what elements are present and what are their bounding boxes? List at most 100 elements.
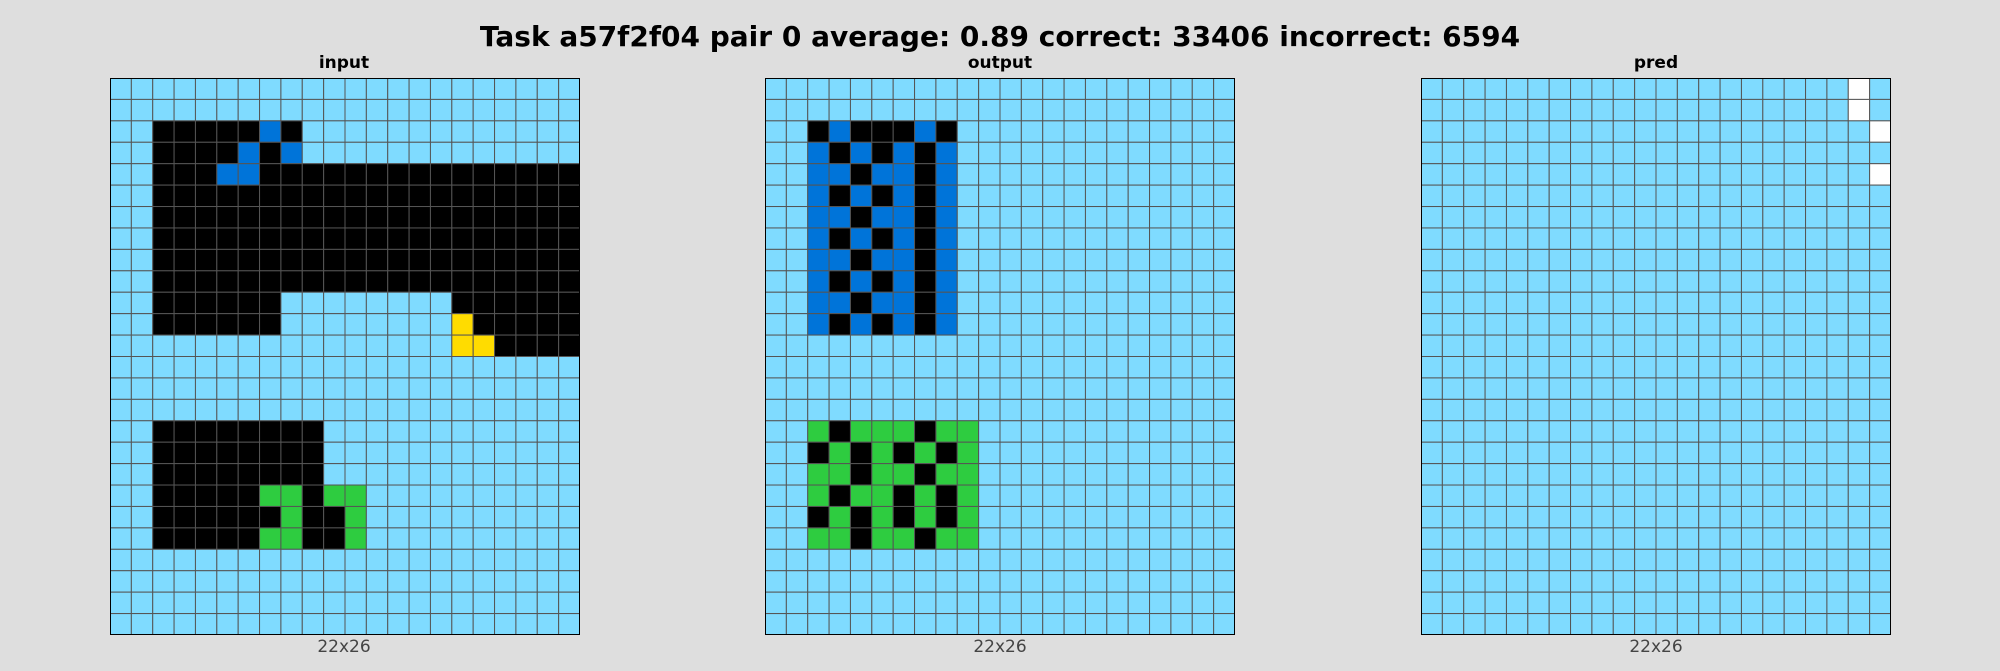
grid-cell — [999, 270, 1022, 293]
grid-cell — [1170, 227, 1193, 250]
grid-cell — [1570, 356, 1593, 379]
grid-cell — [387, 570, 410, 593]
grid-cell — [408, 270, 431, 293]
grid-cell — [280, 141, 303, 165]
grid-cell — [1869, 206, 1891, 229]
grid-cell — [408, 248, 431, 272]
grid-cell — [1719, 78, 1742, 100]
grid-cell — [1634, 356, 1657, 379]
grid-cell — [280, 548, 303, 572]
grid-cell — [1783, 591, 1807, 615]
grid-cell — [536, 398, 560, 422]
grid-cell — [110, 591, 132, 615]
grid-cell — [1676, 484, 1700, 507]
grid-cell — [558, 184, 580, 208]
grid-cell — [259, 184, 282, 208]
grid-cell — [1655, 527, 1678, 550]
grid-cell — [1020, 313, 1044, 336]
grid-cell — [1527, 184, 1550, 208]
grid-cell — [110, 505, 132, 529]
grid-cell — [1719, 484, 1742, 507]
grid-cell — [1191, 398, 1215, 422]
grid-cell — [1548, 206, 1572, 229]
grid-cell — [110, 248, 132, 272]
grid-cell — [1783, 270, 1807, 293]
grid-cell — [365, 184, 389, 208]
grid-cell — [1762, 463, 1785, 486]
grid-cell — [344, 120, 367, 143]
grid-cell — [1740, 227, 1764, 250]
grid-cell — [1421, 334, 1443, 357]
grid-cell — [1042, 291, 1065, 315]
grid-cell — [1106, 313, 1129, 336]
grid-cell — [1463, 120, 1486, 143]
grid-cell — [472, 356, 496, 379]
grid-cell — [892, 377, 916, 400]
grid-cell — [216, 291, 239, 315]
grid-cell — [494, 227, 517, 250]
grid-cell — [408, 398, 431, 422]
grid-cell — [1042, 141, 1065, 165]
grid-cell — [956, 441, 980, 465]
grid-cell — [1655, 613, 1678, 635]
grid-cell — [765, 334, 787, 357]
grid-cell — [536, 313, 560, 336]
grid-cell — [1591, 505, 1614, 529]
grid-cell — [1170, 98, 1193, 122]
grid-cell — [1719, 206, 1742, 229]
grid-cell — [871, 141, 894, 165]
grid-cell — [1441, 420, 1465, 443]
grid-cell — [494, 313, 517, 336]
grid-cell — [323, 270, 346, 293]
grid-cell — [1783, 441, 1807, 465]
grid-cell — [1783, 484, 1807, 507]
grid-cell — [1570, 420, 1593, 443]
grid-cell — [1612, 484, 1636, 507]
grid-cell — [1762, 184, 1785, 208]
grid-cell — [807, 441, 830, 465]
grid-cell — [1020, 420, 1044, 443]
grid-cell — [1484, 441, 1507, 465]
grid-cell — [515, 291, 538, 315]
grid-cell — [558, 398, 580, 422]
grid-cell — [1020, 141, 1044, 165]
grid-cell — [1020, 98, 1044, 122]
grid-cell — [323, 163, 346, 186]
grid-cell — [194, 248, 218, 272]
grid-cell — [1634, 548, 1657, 572]
grid-cell — [1655, 291, 1678, 315]
grid-cell — [956, 463, 980, 486]
grid-cell — [130, 291, 154, 315]
panel-title-output: output — [967, 53, 1033, 73]
grid-cell — [1805, 313, 1828, 336]
grid-cell — [1783, 313, 1807, 336]
grid-cell — [110, 206, 132, 229]
grid-cell — [1213, 420, 1235, 443]
grid-cell — [1655, 505, 1678, 529]
grid-cell — [871, 420, 894, 443]
grid-cell — [1149, 141, 1172, 165]
grid-cell — [1505, 270, 1529, 293]
grid-cell — [1634, 527, 1657, 550]
grid-cell — [216, 441, 239, 465]
grid-cell — [237, 613, 261, 635]
grid-cell — [323, 463, 346, 486]
grid-cell — [807, 613, 830, 635]
grid-cell — [536, 206, 560, 229]
grid-cell — [1762, 484, 1785, 507]
grid-cell — [429, 420, 453, 443]
grid-cell — [472, 570, 496, 593]
grid-cell — [999, 591, 1022, 615]
grid-cell — [1591, 570, 1614, 593]
grid-cell — [110, 313, 132, 336]
grid-cell — [1441, 163, 1465, 186]
grid-cell — [1084, 441, 1108, 465]
grid-cell — [1191, 484, 1215, 507]
grid-cell — [130, 248, 154, 272]
grid-cell — [1020, 377, 1044, 400]
grid-cell — [1548, 98, 1572, 122]
grid-cell — [785, 398, 809, 422]
grid-cell — [110, 163, 132, 186]
grid-cell — [387, 441, 410, 465]
grid-cell — [1762, 291, 1785, 315]
